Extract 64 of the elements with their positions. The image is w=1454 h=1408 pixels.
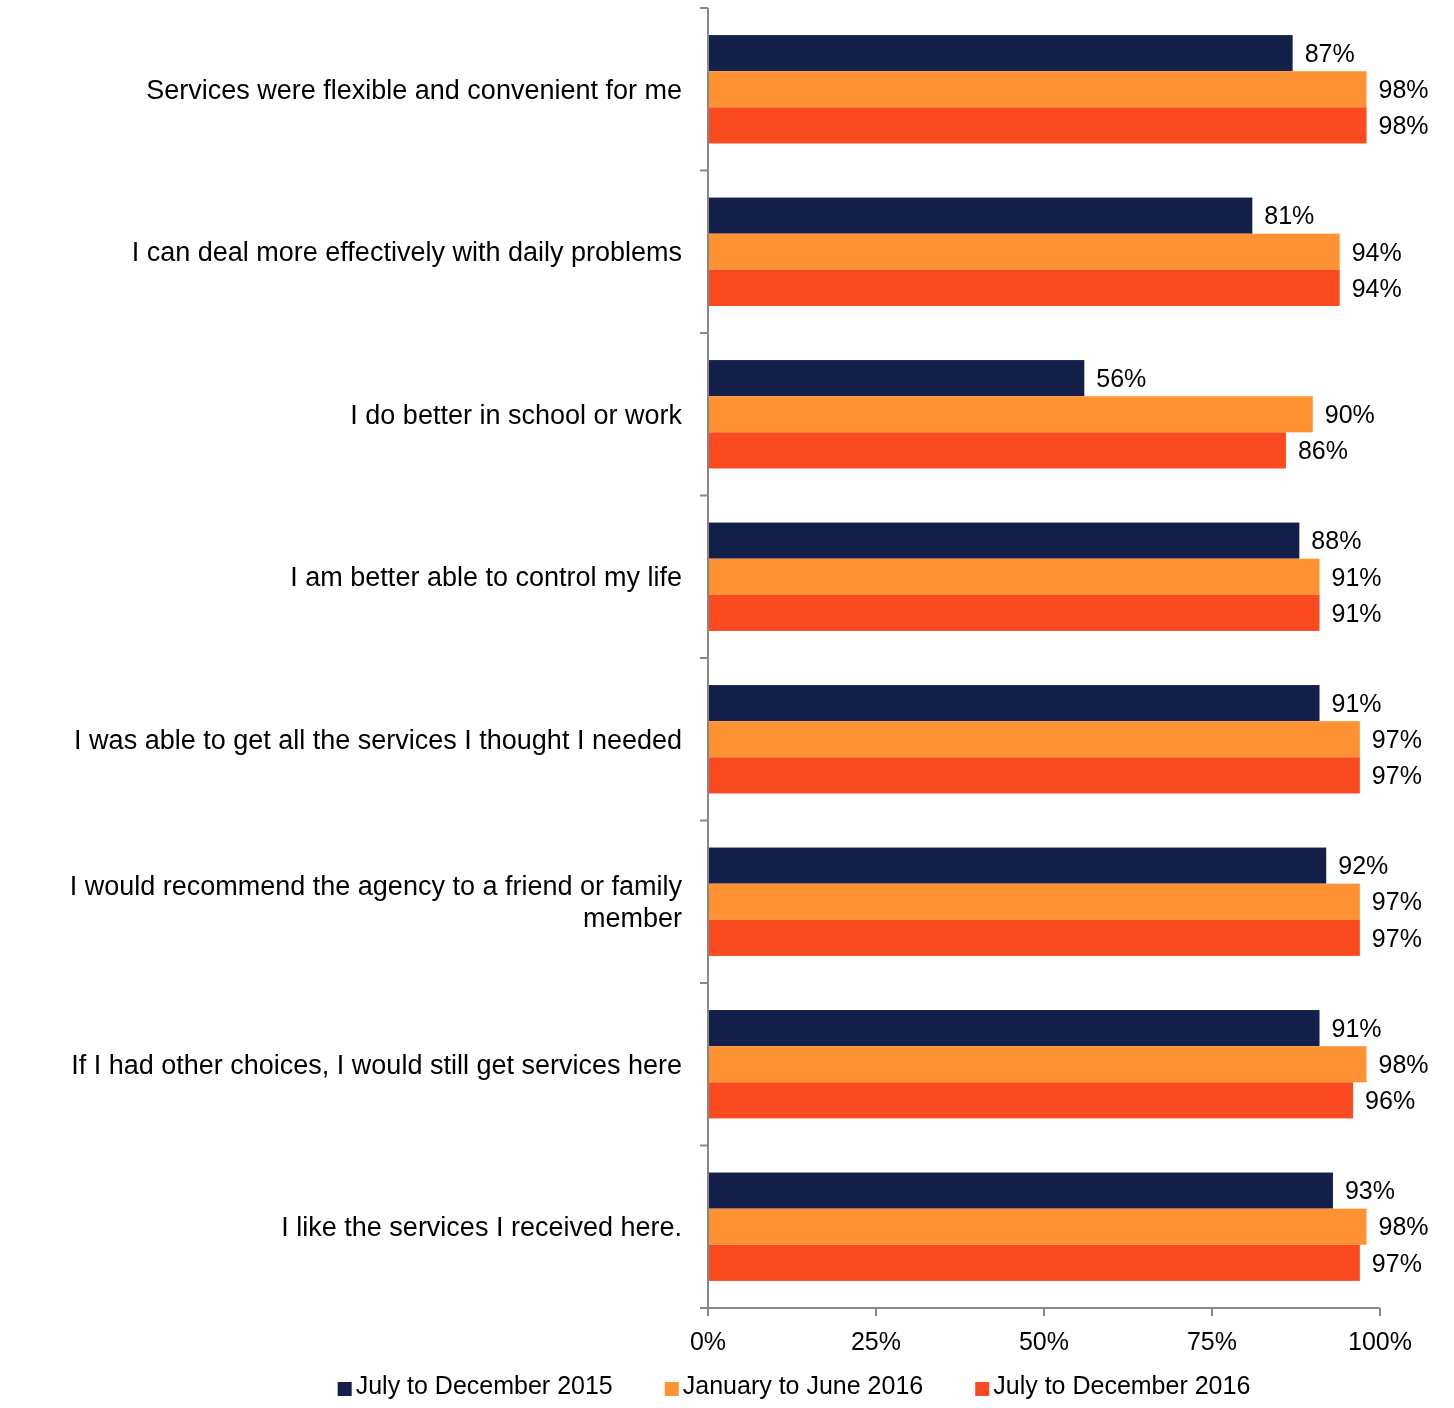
data-label: 87% xyxy=(1304,38,1355,67)
data-label: 90% xyxy=(1324,400,1375,429)
bar xyxy=(708,107,1367,144)
bar xyxy=(708,1010,1320,1047)
legend-label: July to December 2016 xyxy=(993,1371,1251,1399)
y-tick-label: I would recommend the agency to a friend or family member xyxy=(69,871,683,934)
bar xyxy=(708,233,1340,270)
bar xyxy=(708,883,1360,920)
data-label: 94% xyxy=(1351,273,1402,302)
bar xyxy=(708,721,1360,758)
legend-label: January to June 2016 xyxy=(682,1371,924,1399)
data-label: 92% xyxy=(1338,851,1389,880)
data-label: 91% xyxy=(1331,688,1382,717)
x-tick-label: 25% xyxy=(850,1327,902,1355)
data-label: 97% xyxy=(1371,761,1422,790)
y-tick-label: I can deal more effectively with daily problems xyxy=(131,237,682,268)
x-tick-label: 0% xyxy=(689,1327,727,1355)
bar xyxy=(708,558,1320,595)
data-label: 96% xyxy=(1365,1086,1416,1115)
y-tick-label: I like the services I received here. xyxy=(281,1212,682,1243)
bar xyxy=(708,1208,1367,1245)
y-tick-label: I am better able to control my life xyxy=(290,562,682,593)
bar xyxy=(708,847,1327,884)
bar xyxy=(708,269,1340,306)
bar xyxy=(708,757,1360,794)
bar xyxy=(708,35,1293,72)
data-label: 56% xyxy=(1096,363,1147,392)
bar xyxy=(708,360,1085,397)
data-label: 91% xyxy=(1331,598,1382,627)
data-label: 93% xyxy=(1344,1176,1396,1205)
data-label: 81% xyxy=(1264,201,1315,230)
y-tick-label: Services were flexible and convenient for me xyxy=(146,74,682,105)
data-label: 97% xyxy=(1371,725,1422,753)
bar xyxy=(708,1172,1333,1209)
data-label: 91% xyxy=(1331,1013,1382,1042)
bar xyxy=(708,1244,1360,1281)
x-tick-label: 75% xyxy=(1186,1327,1238,1355)
bar xyxy=(708,594,1320,631)
y-tick-label: I was able to get all the services I thought I needed xyxy=(74,724,682,755)
bar xyxy=(708,71,1367,108)
data-label: 91% xyxy=(1331,562,1382,591)
bar xyxy=(708,919,1360,956)
legend-label: July to December 2015 xyxy=(355,1371,613,1399)
data-label: 97% xyxy=(1371,923,1422,952)
data-label: 88% xyxy=(1311,526,1362,555)
x-tick-label: 100% xyxy=(1348,1327,1412,1355)
y-tick-label: If I had other choices, I would still get services here xyxy=(71,1049,682,1080)
bar xyxy=(708,432,1286,469)
bar xyxy=(708,685,1320,722)
bar xyxy=(708,197,1253,234)
data-label: 97% xyxy=(1371,1248,1422,1277)
bar xyxy=(708,1046,1367,1083)
bar xyxy=(708,522,1300,559)
data-label: 97% xyxy=(1371,887,1422,916)
data-label: 86% xyxy=(1297,436,1348,465)
bar xyxy=(708,1082,1354,1119)
data-label: 98% xyxy=(1378,75,1429,104)
data-label: 98% xyxy=(1378,111,1429,140)
data-label: 98% xyxy=(1378,1049,1429,1078)
x-tick-label: 50% xyxy=(1018,1327,1070,1355)
bar xyxy=(708,396,1313,433)
y-tick-label: I do better in school or work xyxy=(350,399,683,430)
data-label: 94% xyxy=(1351,237,1402,266)
data-label: 98% xyxy=(1378,1212,1429,1241)
